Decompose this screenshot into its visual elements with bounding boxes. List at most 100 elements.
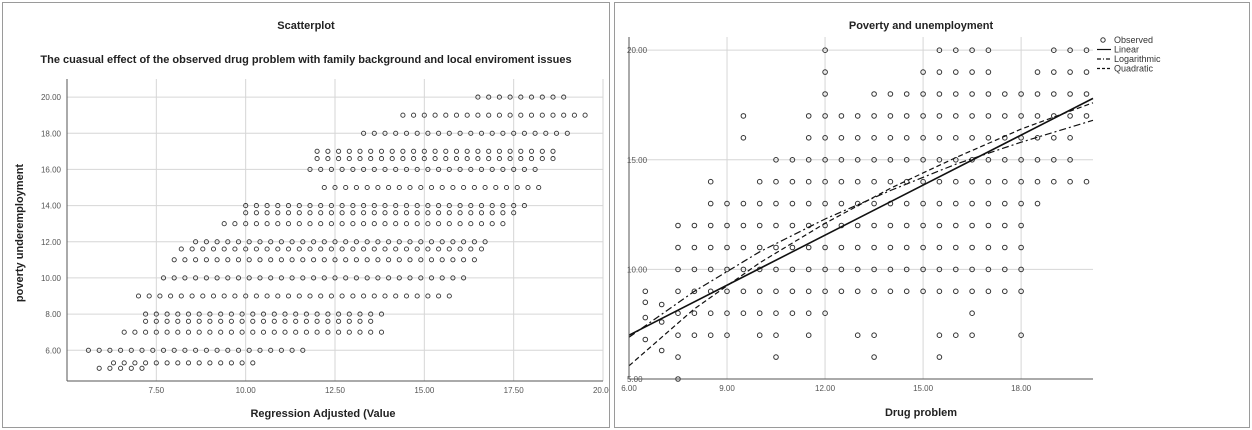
- data-point: [361, 221, 367, 227]
- data-point: [371, 221, 377, 227]
- data-point: [271, 311, 277, 317]
- data-point: [361, 293, 367, 299]
- data-point: [428, 257, 435, 263]
- data-point: [203, 275, 209, 281]
- data-point: [407, 184, 413, 191]
- data-point: [403, 246, 410, 252]
- data-point: [500, 221, 506, 227]
- data-point: [1002, 244, 1008, 251]
- y-tick-label: 10.00: [41, 274, 62, 283]
- data-point: [871, 354, 877, 360]
- legend-label: Observed: [1114, 35, 1153, 45]
- data-point: [318, 166, 324, 172]
- data-point: [382, 203, 388, 209]
- data-point: [675, 244, 681, 251]
- data-point: [936, 288, 943, 295]
- data-point: [257, 275, 263, 281]
- data-point: [282, 318, 288, 324]
- data-point: [350, 166, 356, 172]
- data-point: [446, 210, 452, 216]
- data-point: [221, 221, 227, 227]
- data-point: [332, 239, 338, 245]
- data-point: [871, 135, 877, 141]
- data-point: [175, 329, 181, 335]
- data-point: [724, 310, 730, 317]
- data-point: [486, 94, 492, 100]
- data-point: [969, 91, 975, 97]
- data-point: [300, 347, 306, 353]
- data-point: [985, 69, 992, 75]
- data-point: [407, 239, 413, 245]
- data-point: [789, 288, 796, 295]
- data-point: [871, 91, 877, 97]
- data-point: [339, 221, 345, 227]
- data-point: [773, 332, 779, 339]
- fit-line-logarithmic: [628, 119, 1094, 338]
- data-point: [411, 112, 417, 118]
- data-point: [1034, 69, 1041, 75]
- data-point: [707, 222, 714, 229]
- data-point: [457, 130, 463, 136]
- data-point: [407, 257, 413, 263]
- data-point: [756, 310, 763, 317]
- data-point: [196, 311, 202, 317]
- data-point: [457, 221, 463, 227]
- data-point: [414, 293, 420, 299]
- data-point: [543, 130, 549, 136]
- data-point: [339, 293, 345, 299]
- data-point: [511, 203, 517, 209]
- data-point: [296, 221, 302, 227]
- data-point: [773, 178, 779, 185]
- data-point: [239, 329, 245, 335]
- data-point: [822, 135, 828, 141]
- data-point: [691, 310, 698, 317]
- data-point: [1083, 178, 1090, 185]
- data-point: [339, 210, 345, 216]
- data-point: [439, 275, 445, 281]
- data-point: [282, 329, 288, 335]
- data-point: [969, 310, 975, 317]
- data-point: [400, 112, 406, 118]
- data-point: [920, 266, 926, 273]
- legend-label: Logarithmic: [1114, 54, 1161, 64]
- data-point: [225, 239, 231, 245]
- data-point: [243, 203, 249, 209]
- data-point: [478, 203, 485, 209]
- data-point: [132, 329, 138, 335]
- data-point: [453, 112, 460, 118]
- data-point: [257, 347, 263, 353]
- data-point: [871, 178, 877, 185]
- data-point: [268, 239, 274, 245]
- data-point: [642, 288, 649, 295]
- data-point: [475, 156, 481, 162]
- data-point: [171, 347, 177, 353]
- data-point: [218, 329, 224, 335]
- data-point: [268, 257, 274, 263]
- data-point: [396, 275, 402, 281]
- data-point: [143, 311, 149, 317]
- data-point: [854, 222, 861, 229]
- data-point: [920, 222, 926, 229]
- data-point: [756, 332, 763, 339]
- data-point: [303, 318, 309, 324]
- data-point: [1067, 113, 1073, 119]
- data-point: [135, 293, 142, 299]
- data-point: [350, 210, 356, 216]
- data-point: [96, 365, 102, 371]
- data-point: [400, 148, 406, 154]
- data-point: [260, 311, 267, 317]
- data-point: [461, 257, 467, 263]
- data-point: [293, 318, 299, 324]
- data-point: [854, 157, 861, 163]
- data-point: [314, 318, 320, 324]
- data-point: [225, 347, 231, 353]
- data-point: [887, 157, 894, 163]
- data-point: [486, 148, 492, 154]
- data-point: [325, 156, 331, 162]
- data-point: [838, 200, 845, 207]
- data-point: [471, 239, 477, 245]
- data-point: [232, 221, 238, 227]
- data-point: [887, 113, 894, 119]
- data-point: [285, 210, 292, 216]
- data-point: [707, 200, 714, 207]
